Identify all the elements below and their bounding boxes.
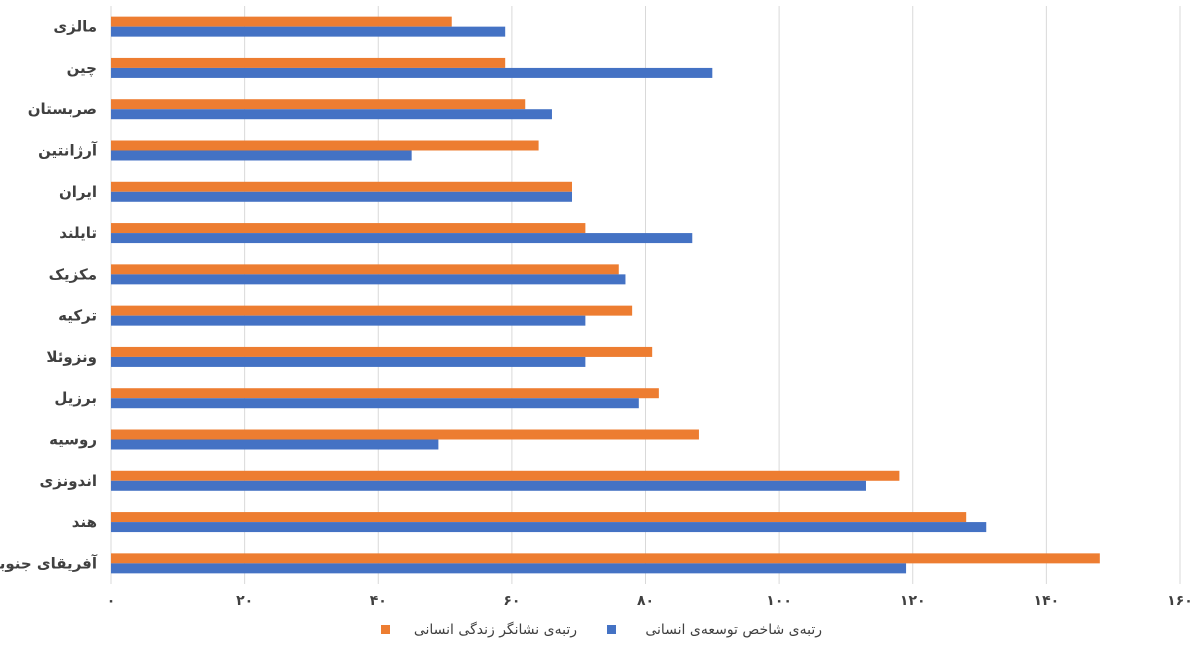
category-label: روسیه xyxy=(49,431,97,449)
category-label: صربستان xyxy=(28,100,97,118)
category-label: مالزی xyxy=(53,18,97,36)
bar-life-indicator xyxy=(111,512,967,523)
bars xyxy=(111,16,1100,574)
x-tick-label: ۱۴۰ xyxy=(1034,593,1060,609)
bar-life-indicator xyxy=(111,181,573,192)
x-tick-label: ۰ xyxy=(107,593,116,609)
legend-label-life-indicator: رتبه‌ی نشانگر زندگی انسانی xyxy=(414,621,577,638)
x-tick-label: ۶۰ xyxy=(503,593,520,609)
bar-life-indicator xyxy=(111,140,539,151)
bar-hdi xyxy=(111,191,573,202)
bar-life-indicator xyxy=(111,346,653,357)
x-tick-label: ۲۰ xyxy=(236,593,253,609)
bar-life-indicator xyxy=(111,553,1100,564)
x-tick-label: ۸۰ xyxy=(637,593,654,609)
bar-hdi xyxy=(111,439,439,450)
x-axis-ticks: ۰ ۲۰ ۴۰ ۶۰ ۸۰ ۱۰۰ ۱۲۰ ۱۴۰ ۱۶۰ xyxy=(107,593,1193,609)
category-label: آفریقای جنوبی xyxy=(0,554,98,572)
bar-life-indicator xyxy=(111,264,619,275)
bar-life-indicator xyxy=(111,99,526,110)
category-label: آرژانتین xyxy=(38,142,98,160)
legend-swatch-life-indicator xyxy=(381,625,390,634)
legend: رتبه‌ی نشانگر زندگی انسانی رتبه‌ی شاخص ت… xyxy=(381,621,822,638)
bar-hdi xyxy=(111,67,713,78)
x-tick-label: ۱۶۰ xyxy=(1167,593,1193,609)
bar-life-indicator xyxy=(111,429,699,440)
category-label: هند xyxy=(72,513,97,531)
category-label: ترکیه xyxy=(58,307,97,325)
bar-hdi xyxy=(111,522,987,533)
gridlines xyxy=(110,6,1181,584)
category-label: تایلند xyxy=(59,224,97,242)
bar-hdi xyxy=(111,356,586,367)
bar-hdi xyxy=(111,315,586,326)
bar-hdi xyxy=(111,233,693,244)
bar-hdi xyxy=(111,563,907,574)
bar-hdi xyxy=(111,26,506,37)
category-label: چین xyxy=(67,59,97,78)
legend-swatch-hdi xyxy=(607,625,616,634)
bar-life-indicator xyxy=(111,305,633,316)
category-label: ایران xyxy=(59,183,97,201)
x-tick-label: ۴۰ xyxy=(370,593,387,609)
category-label: ونزوئلا xyxy=(46,348,97,366)
bar-hdi xyxy=(111,150,412,161)
bar-hdi xyxy=(111,109,552,120)
x-tick-label: ۱۲۰ xyxy=(900,593,926,609)
category-label: اندونزی xyxy=(40,472,97,490)
bar-life-indicator xyxy=(111,223,586,234)
bar-hdi xyxy=(111,274,626,285)
bar-hdi xyxy=(111,480,866,491)
category-label: مکزیک xyxy=(49,265,97,283)
category-labels: مالزی چین صربستان آرژانتین ایران تایلند مکزیک ت… xyxy=(0,18,98,573)
bar-life-indicator xyxy=(111,16,452,27)
bar-hdi xyxy=(111,398,639,409)
x-tick-label: ۱۰۰ xyxy=(766,593,792,609)
legend-label-hdi: رتبه‌ی شاخص توسعه‌ی انسانی xyxy=(645,622,822,638)
bar-life-indicator xyxy=(111,470,900,481)
category-label: برزیل xyxy=(54,389,97,407)
bar-life-indicator xyxy=(111,57,506,68)
bar-life-indicator xyxy=(111,388,659,399)
